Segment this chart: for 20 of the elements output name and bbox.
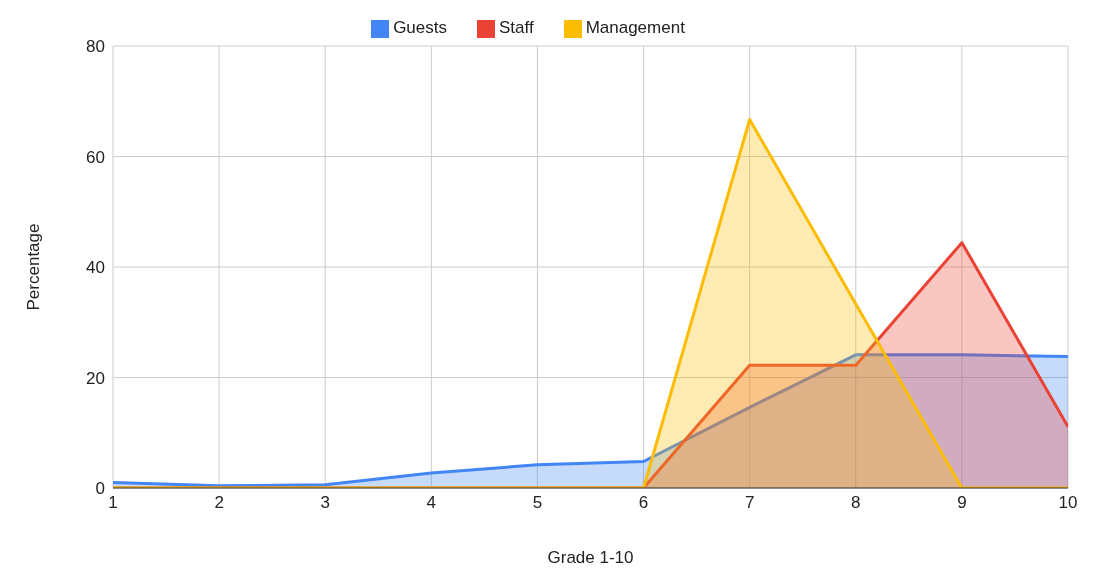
x-tick-label: 4 <box>426 493 437 513</box>
legend-label: Guests <box>393 18 447 37</box>
y-axis-title: Percentage <box>24 223 44 311</box>
x-tick-label: 8 <box>851 493 861 513</box>
x-tick-label: 2 <box>214 493 224 513</box>
y-tick-label: 20 <box>86 368 105 388</box>
x-tick-label: 1 <box>108 493 118 513</box>
y-tick-label: 40 <box>86 258 105 278</box>
y-tick-label: 80 <box>86 37 105 57</box>
x-tick-label: 3 <box>320 493 330 513</box>
x-tick-label: 9 <box>957 493 967 513</box>
x-tick-label: 10 <box>1058 493 1078 513</box>
x-tick-label: 5 <box>532 493 543 513</box>
x-tick-label: 7 <box>744 493 755 513</box>
x-tick-label: 6 <box>638 493 649 513</box>
y-tick-label: 60 <box>86 147 105 167</box>
y-tick-label: 0 <box>95 479 105 499</box>
legend-label: Staff <box>498 18 534 37</box>
x-axis-title: Grade 1-10 <box>547 548 634 567</box>
legend-label: Management <box>585 18 685 37</box>
